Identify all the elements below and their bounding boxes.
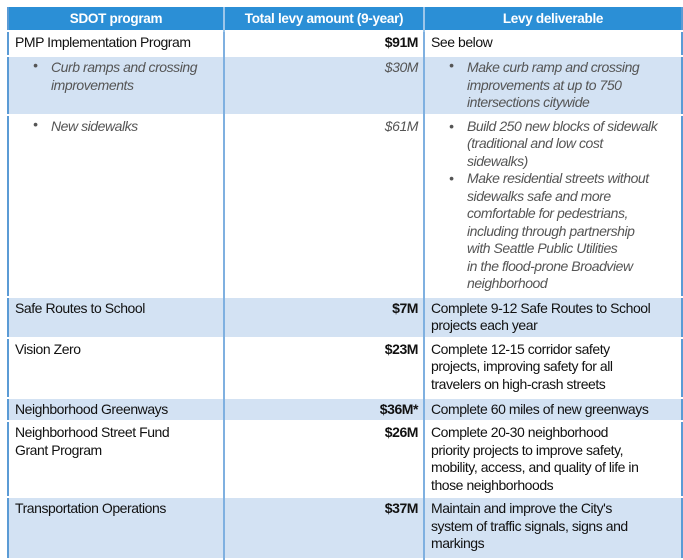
amount-cell: $26M [223,421,424,497]
table-row: Safe Routes to School $7M Complete 9-12 … [8,296,682,338]
deliverable-cell: Make curb ramp and crossing improvements… [423,56,682,115]
program-cell: New sidewalks [8,115,224,297]
amount-cell: $7M [223,296,424,338]
program-cell: Neighborhood Street Fund Grant Program [15,424,170,458]
deliverable-bullet: Build 250 new blocks of sidewalk (tradit… [425,118,681,171]
amount-cell: $23M [223,337,424,398]
table-row: Transportation Operations $37M Maintain … [8,497,682,559]
amount-cell: $37M [223,497,424,559]
deliverable-cell: Build 250 new blocks of sidewalk (tradit… [423,114,682,297]
table-row: New sidewalks $61M Build 250 new blocks … [8,114,682,297]
table-row: Neighborhood Street Fund Grant Program $… [8,421,682,497]
program-cell: Vision Zero [15,340,81,357]
amount-cell: $91M [223,31,424,56]
amount-cell: $61M [223,114,424,297]
table-row: Neighborhood Greenways $36M* Complete 60… [8,397,682,421]
header-row: SDOT program Total levy amount (9-year) … [8,7,682,31]
deliverable-cell: Maintain and improve the City's system o… [423,497,682,559]
table-row: Curb ramps and crossing improvements $30… [8,56,682,115]
deliverable-bullet: Make residential streets without sidewal… [425,170,681,293]
deliverable-cell: Complete 60 miles of new greenways [423,397,682,421]
amount-cell: $30M [223,56,424,115]
levy-table: SDOT program Total levy amount (9-year) … [7,7,683,560]
amount-cell: $36M* [223,397,424,421]
program-cell: Neighborhood Greenways [8,397,224,421]
header-program: SDOT program [8,7,224,31]
program-cell: PMP Implementation Program [15,34,191,50]
deliverable-cell: Complete 12-15 corridor safety projects,… [423,337,682,398]
header-amount: Total levy amount (9-year) [223,7,424,31]
deliverable-cell: See below [423,31,682,56]
header-deliverable: Levy deliverable [423,7,682,31]
program-cell: Transportation Operations [8,497,224,559]
table-row: Vision Zero $23M Complete 12-15 corridor… [8,337,682,398]
table-row: PMP Implementation Program $91M See belo… [8,31,682,56]
program-cell: Curb ramps and crossing improvements [8,56,224,115]
deliverable-cell: Complete 9-12 Safe Routes to School proj… [423,296,682,338]
program-cell: Safe Routes to School [8,296,224,338]
deliverable-cell: Complete 20-30 neighborhood priority pro… [423,421,682,497]
